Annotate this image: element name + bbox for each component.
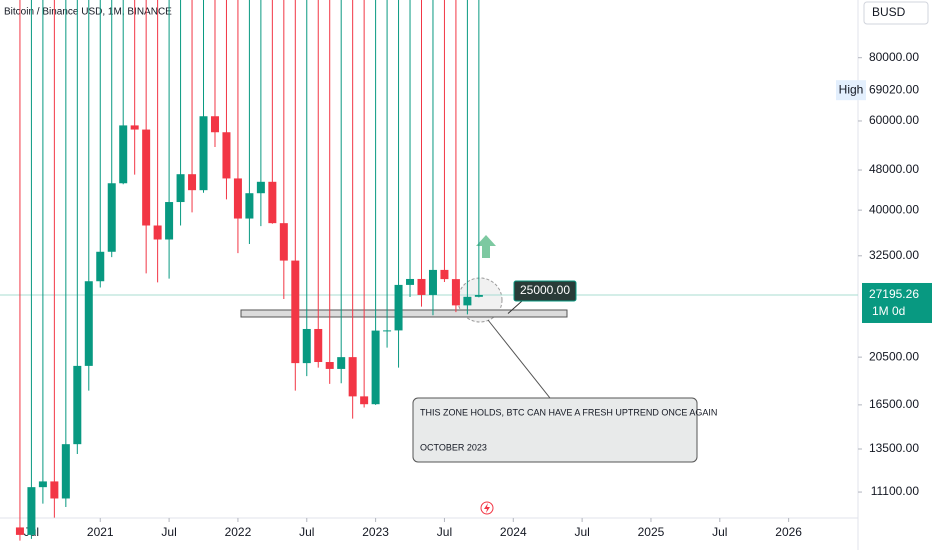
- candle-body: [165, 202, 174, 240]
- high-tag: [836, 80, 866, 101]
- candle-body: [188, 174, 197, 191]
- x-tick-label: Jul: [161, 525, 176, 539]
- candle-body: [383, 330, 392, 332]
- candle-body: [130, 125, 139, 130]
- current-price: 27195.26: [869, 287, 919, 301]
- chart-title: Bitcoin / Binance USD, 1M, BINANCE: [4, 7, 172, 18]
- candle-body: [325, 362, 334, 369]
- currency-button[interactable]: [863, 1, 929, 25]
- candle-body: [153, 225, 162, 240]
- candle-body: [279, 223, 288, 261]
- support-zone: [240, 309, 568, 318]
- level-pointer: [507, 300, 523, 314]
- candle-body: [428, 269, 437, 295]
- x-tick-label: 2026: [775, 525, 802, 539]
- candle-body: [15, 527, 24, 535]
- x-tick-label: 2021: [87, 525, 114, 539]
- candle-body: [176, 174, 185, 203]
- x-tick-label: Jul: [299, 525, 314, 539]
- y-tick-label: 20500.00: [869, 349, 919, 363]
- current-price-box: [862, 282, 932, 323]
- candle-body: [199, 116, 208, 191]
- candle-body: [107, 183, 116, 252]
- y-tick-label: 60000.00: [869, 113, 919, 127]
- candle-body: [474, 294, 483, 297]
- x-tick-label: 2025: [638, 525, 665, 539]
- annotation-text: OCTOBER 2023: [420, 442, 487, 452]
- candle-body: [451, 279, 460, 306]
- candle-body: [61, 444, 70, 499]
- candle-body: [38, 481, 47, 488]
- candle-body: [268, 181, 277, 224]
- candle-body: [245, 193, 254, 219]
- interval-countdown: 1M 0d: [872, 304, 905, 318]
- candle-body: [371, 330, 380, 405]
- x-tick-label: Jul: [437, 525, 452, 539]
- x-tick-label: Jul: [712, 525, 727, 539]
- candle-body: [256, 181, 265, 194]
- candle-body: [417, 278, 426, 295]
- annotation-text: THIS ZONE HOLDS, BTC CAN HAVE A FRESH UP…: [420, 407, 717, 417]
- y-tick-label: 80000.00: [869, 50, 919, 64]
- x-tick-label: 2022: [225, 525, 252, 539]
- currency[interactable]: BUSD: [872, 5, 906, 19]
- candle-body: [50, 481, 59, 499]
- candle-body: [394, 284, 403, 331]
- x-tick-label: 2023: [362, 525, 389, 539]
- candle-body: [222, 132, 231, 179]
- candle-body: [360, 396, 369, 405]
- high-tag-label: High: [839, 82, 864, 96]
- x-tick-label: Jul: [574, 525, 589, 539]
- candle-body: [440, 269, 449, 280]
- candle-body: [233, 178, 242, 219]
- candle-body: [291, 260, 300, 364]
- candle-body: [406, 278, 415, 285]
- candle-body: [302, 328, 311, 364]
- y-tick-label: 32500.00: [869, 248, 919, 262]
- y-tick-label: 16500.00: [869, 397, 919, 411]
- level-label: 25000.00: [520, 283, 570, 297]
- candle-body: [348, 357, 357, 397]
- high-value: 69020.00: [869, 82, 919, 96]
- x-tick-label: 2024: [500, 525, 527, 539]
- y-tick-label: 13500.00: [869, 441, 919, 455]
- level-label-box: [513, 280, 577, 302]
- event-icon-bolt: [484, 503, 490, 513]
- candle-body: [119, 125, 128, 184]
- candle-body: [73, 365, 82, 445]
- candle-body: [337, 357, 346, 369]
- annotation-box: [412, 397, 698, 463]
- y-tick-label: 11100.00: [871, 484, 920, 498]
- up-arrow: [476, 235, 496, 258]
- candle-body: [210, 116, 219, 133]
- candle-body: [463, 296, 472, 306]
- candle-body: [27, 487, 36, 535]
- candle-body: [96, 251, 105, 282]
- candle-body: [314, 328, 323, 363]
- y-tick-label: 48000.00: [869, 162, 919, 176]
- y-tick-label: 40000.00: [869, 202, 919, 216]
- candle-body: [142, 129, 151, 226]
- candle-body: [84, 281, 93, 366]
